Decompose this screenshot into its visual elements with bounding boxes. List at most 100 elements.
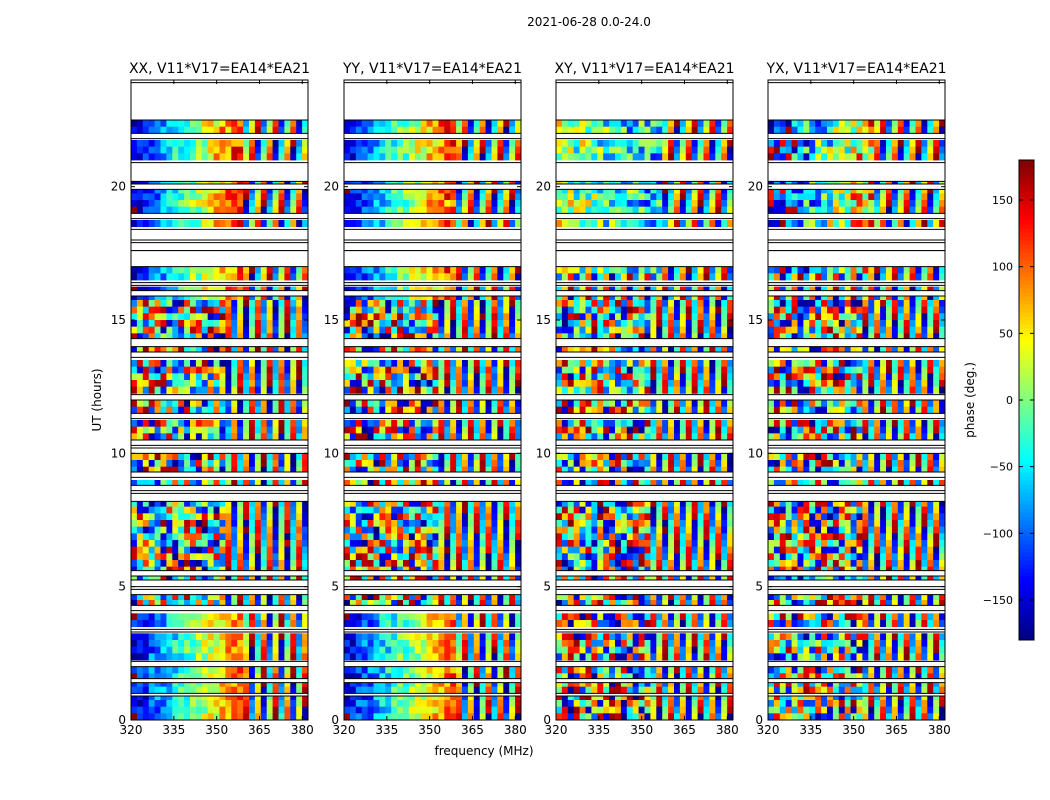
heatmap-cell: [662, 360, 669, 368]
heatmap-cell: [219, 526, 226, 534]
heatmap-cell: [172, 640, 179, 648]
heatmap-cell: [290, 633, 297, 641]
heatmap-cell: [626, 326, 634, 334]
heatmap-cell: [225, 460, 232, 468]
heatmap-cell: [131, 333, 138, 341]
heatmap-cell: [656, 426, 663, 434]
heatmap-cell: [644, 366, 651, 374]
heatmap-cell: [444, 400, 451, 408]
heatmap-cell: [148, 546, 155, 554]
heatmap-cell: [249, 560, 256, 568]
heatmap-cell: [367, 266, 374, 274]
heatmap-cell: [515, 153, 522, 161]
heatmap-cell: [579, 293, 586, 301]
heatmap-cell: [166, 293, 173, 301]
heatmap-cell: [444, 573, 451, 581]
heatmap-cell: [355, 526, 363, 534]
heatmap-cell: [491, 600, 498, 608]
heatmap-cell: [485, 206, 492, 214]
heatmap-cell: [160, 600, 167, 608]
heatmap-cell: [414, 666, 422, 674]
heatmap-cell: [219, 366, 226, 374]
heatmap-cell: [438, 666, 445, 674]
heatmap-cell: [408, 373, 416, 381]
heatmap-cell: [361, 380, 368, 388]
heatmap-cell: [172, 680, 179, 688]
heatmap-cell: [231, 633, 238, 641]
heatmap-cell: [397, 466, 404, 474]
heatmap-cell: [344, 420, 351, 428]
heatmap-cell: [450, 140, 457, 148]
heatmap-cell: [219, 653, 226, 661]
heatmap-cell: [679, 153, 687, 161]
heatmap-cell: [426, 400, 433, 408]
heatmap-cell: [290, 426, 297, 434]
heatmap-cell: [302, 666, 309, 674]
heatmap-cell: [585, 386, 592, 394]
heatmap-cell: [638, 146, 645, 154]
heatmap-cell: [243, 700, 250, 708]
heatmap-cell: [302, 506, 309, 514]
heatmap-cell: [662, 420, 669, 428]
heatmap-cell: [426, 313, 433, 321]
heatmap-cell: [166, 400, 173, 408]
heatmap-cell: [302, 206, 309, 214]
heatmap-cell: [432, 400, 439, 408]
heatmap-cell: [715, 406, 722, 414]
heatmap-cell: [709, 380, 716, 388]
heatmap-cell: [456, 540, 463, 548]
heatmap-cell: [391, 553, 398, 561]
heatmap-cell: [237, 320, 244, 328]
heatmap-cell: [715, 346, 722, 354]
heatmap-cell: [638, 153, 645, 161]
heatmap-cell: [638, 346, 645, 354]
heatmap-cell: [131, 453, 138, 461]
heatmap-cell: [503, 706, 510, 714]
heatmap-cell: [579, 426, 586, 434]
heatmap-cell: [426, 366, 433, 374]
heatmap-cell: [272, 553, 279, 561]
heatmap-cell: [650, 266, 657, 274]
heatmap-cell: [456, 553, 463, 561]
heatmap-cell: [509, 266, 516, 274]
heatmap-cell: [266, 153, 273, 161]
heatmap-cell: [213, 526, 220, 534]
heatmap-cell: [561, 266, 569, 274]
heatmap-cell: [284, 506, 291, 514]
heatmap-cell: [397, 460, 404, 468]
heatmap-cell: [450, 320, 457, 328]
heatmap-cell: [213, 366, 220, 374]
heatmap-cell: [497, 573, 504, 581]
heatmap-cell: [497, 126, 504, 134]
heatmap-cell: [403, 480, 410, 488]
x-tick-label: 320: [120, 723, 143, 737]
heatmap-cell: [349, 540, 357, 548]
heatmap-cell: [438, 553, 445, 561]
heatmap-cell: [249, 206, 256, 214]
heatmap-cell: [414, 646, 422, 654]
heatmap-cell: [190, 360, 197, 368]
heatmap-cell: [403, 433, 410, 441]
heatmap-cell: [178, 453, 185, 461]
heatmap-cell: [644, 266, 651, 274]
heatmap-cell: [420, 680, 427, 688]
heatmap-cell: [426, 593, 433, 601]
heatmap-cell: [691, 126, 698, 134]
heatmap-cell: [620, 373, 628, 381]
heatmap-cell: [515, 713, 522, 721]
heatmap-cell: [367, 333, 374, 341]
heatmap-cell: [195, 386, 203, 394]
heatmap-cell: [154, 153, 161, 161]
heatmap-cell: [485, 186, 492, 194]
heatmap-cell: [450, 500, 457, 508]
heatmap-cell: [379, 453, 386, 461]
heatmap-cell: [391, 560, 398, 568]
heatmap-cell: [662, 333, 669, 341]
heatmap-cell: [190, 706, 197, 714]
heatmap-cell: [142, 273, 150, 281]
heatmap-cell: [597, 373, 604, 381]
heatmap-cell: [385, 653, 392, 661]
heatmap-cell: [403, 386, 410, 394]
heatmap-cell: [626, 306, 634, 314]
